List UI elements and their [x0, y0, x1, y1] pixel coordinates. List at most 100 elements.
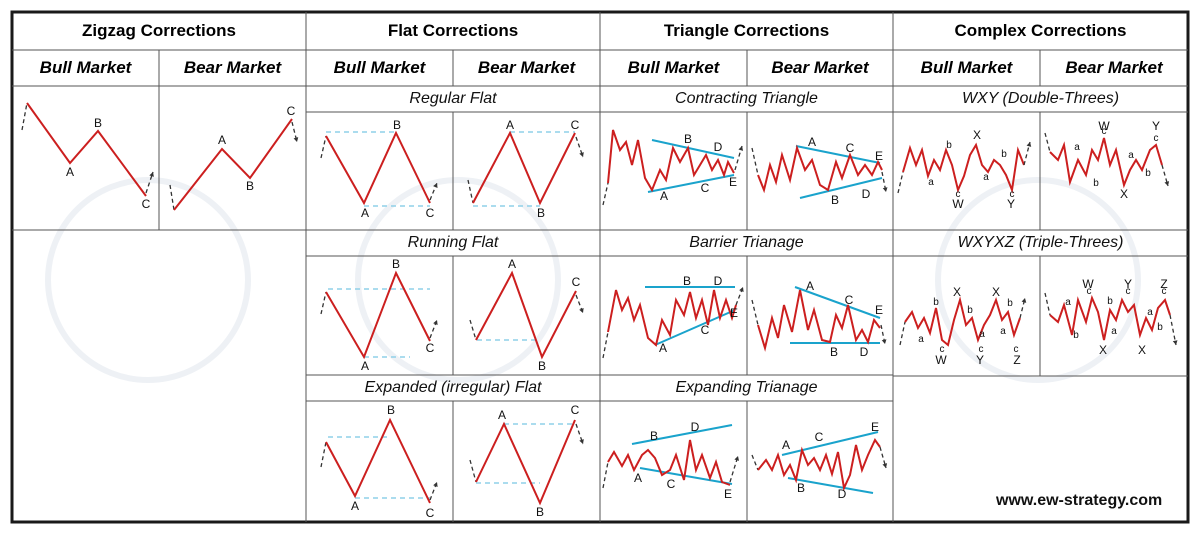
- wave-label-Y: Y: [1007, 197, 1015, 211]
- trend-line: [799, 177, 883, 199]
- wave-line: [902, 142, 1025, 194]
- wave-label-E: E: [871, 420, 879, 434]
- wave-label-A: A: [808, 135, 816, 149]
- lead-in-dash: [897, 171, 904, 194]
- wave-label-A: A: [218, 133, 226, 147]
- wave-line: [325, 270, 431, 360]
- lead-in-dash: [751, 454, 759, 471]
- wave-line: [607, 439, 731, 486]
- wave-label-b: b: [1145, 168, 1151, 179]
- subtitle-contracting-triangle: Contracting Triangle: [675, 90, 818, 107]
- wave-label-B: B: [831, 193, 839, 207]
- header-complex: Complex Corrections: [954, 21, 1127, 40]
- wave-label-W: W: [952, 197, 964, 211]
- wave-label-D: D: [838, 487, 847, 501]
- wave-line: [607, 289, 737, 347]
- wave-label-E: E: [724, 487, 732, 501]
- wave-label-a: a: [983, 172, 989, 183]
- arrow-head: [882, 463, 888, 468]
- flat-bear-label: Bear Market: [477, 58, 576, 77]
- arrow-head: [1172, 340, 1178, 345]
- wave-label-C: C: [426, 506, 435, 520]
- wave-label-C: C: [571, 118, 580, 132]
- header-flat: Flat Corrections: [387, 21, 519, 40]
- lead-in-dash: [169, 184, 175, 211]
- complex-bear-label: Bear Market: [1065, 58, 1163, 77]
- lead-in-dash: [320, 135, 327, 159]
- wave-label-C: C: [142, 197, 151, 211]
- wave-label-A: A: [498, 408, 506, 422]
- wave-label-A: A: [508, 257, 516, 271]
- wave-label-A: A: [351, 499, 359, 513]
- wave-label-B: B: [797, 481, 805, 495]
- wave-line: [173, 118, 293, 211]
- arrow-head: [149, 172, 154, 177]
- triangle-bear-label: Bear Market: [771, 58, 869, 77]
- wave-label-c: c: [1102, 126, 1107, 137]
- arrow-head: [579, 439, 584, 444]
- triangle-bull-label: Bull Market: [627, 58, 720, 77]
- wave-line: [325, 130, 431, 206]
- wave-label-C: C: [701, 181, 710, 195]
- wave-label-A: A: [782, 438, 790, 452]
- wave-label-c: c: [1162, 286, 1167, 297]
- wave-label-C: C: [845, 293, 854, 307]
- wave-label-A: A: [660, 189, 668, 203]
- wave-label-E: E: [875, 149, 883, 163]
- header-zigzag: Zigzag Corrections: [82, 21, 236, 40]
- lead-in-dash: [1044, 292, 1051, 316]
- wave-label-c: c: [1154, 133, 1159, 144]
- lead-in-dash: [469, 459, 477, 483]
- wave-line: [1049, 294, 1171, 341]
- lead-in-dash: [602, 461, 609, 489]
- wave-label-B: B: [830, 345, 838, 359]
- lead-in-dash: [320, 291, 327, 315]
- website-link[interactable]: www.ew-strategy.com: [996, 492, 1163, 509]
- arrow-head: [882, 187, 888, 192]
- arrow-head: [433, 482, 438, 487]
- wave-line: [475, 270, 577, 360]
- wave-label-c: c: [979, 344, 984, 355]
- wave-line: [607, 129, 735, 193]
- wave-label-D: D: [714, 274, 723, 288]
- wave-label-D: D: [862, 187, 871, 201]
- continuation-dash: [1023, 141, 1031, 166]
- wave-line: [1049, 137, 1163, 189]
- arrow-head: [739, 287, 744, 292]
- wave-label-X: X: [973, 128, 981, 142]
- wave-label-B: B: [650, 429, 658, 443]
- wave-label-a: a: [979, 329, 985, 340]
- wave-line: [325, 417, 431, 504]
- zigzag-bear-label: Bear Market: [183, 58, 282, 77]
- subtitle-running-flat: Running Flat: [407, 234, 499, 251]
- trend-line: [651, 139, 735, 159]
- wave-line: [757, 144, 883, 194]
- wave-line: [475, 419, 576, 506]
- wave-label-b: b: [1093, 178, 1099, 189]
- wave-label-C: C: [667, 477, 676, 491]
- wave-label-A: A: [506, 118, 514, 132]
- arrow-head: [734, 456, 740, 461]
- trend-line: [787, 477, 874, 494]
- wave-label-C: C: [572, 275, 581, 289]
- trend-line: [631, 424, 733, 445]
- wave-label-X: X: [1138, 343, 1146, 357]
- wave-label-E: E: [875, 303, 883, 317]
- wave-label-b: b: [967, 305, 973, 316]
- wave-label-B: B: [538, 359, 546, 373]
- wave-label-A: A: [361, 206, 369, 220]
- wave-label-E: E: [730, 306, 738, 320]
- wave-label-A: A: [659, 341, 667, 355]
- trend-line: [639, 467, 733, 485]
- wave-label-Z: Z: [1160, 277, 1167, 291]
- wave-label-C: C: [701, 323, 710, 337]
- wave-label-b: b: [1157, 322, 1163, 333]
- wave-label-B: B: [392, 257, 400, 271]
- lead-in-dash: [602, 331, 609, 359]
- wave-label-c: c: [1126, 286, 1131, 297]
- wave-line: [757, 438, 881, 492]
- lead-in-dash: [467, 179, 474, 204]
- arrow-head: [1026, 142, 1032, 147]
